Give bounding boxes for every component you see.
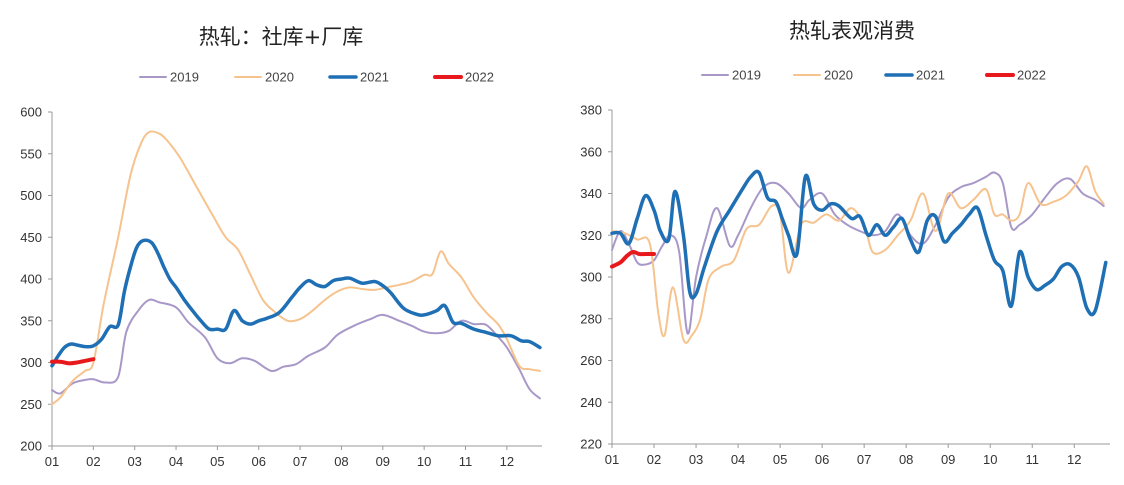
x-tick-label: 05 [210, 454, 224, 469]
y-tick-label: 600 [20, 105, 42, 120]
x-tick-label: 11 [459, 454, 473, 469]
y-tick-label: 280 [580, 311, 602, 326]
y-tick-label: 260 [580, 353, 602, 368]
x-tick-label: 07 [857, 452, 871, 467]
y-tick-label: 300 [20, 355, 42, 370]
y-tick-label: 360 [580, 144, 602, 159]
series-line-2019 [611, 171, 1105, 335]
x-tick-label: 04 [731, 452, 745, 467]
x-axis: 01 02 03 04 05 06 07 08 09 10 11 12 [45, 445, 542, 469]
x-tick-label: 08 [334, 454, 348, 469]
x-tick-label: 01 [605, 452, 619, 467]
y-tick-label: 220 [580, 437, 602, 452]
y-tick-label: 200 [20, 439, 42, 454]
x-tick-label: 01 [45, 454, 59, 469]
series-line-2020 [611, 165, 1105, 344]
y-tick-label: 500 [20, 188, 42, 203]
legend-label-2020: 2020 [265, 70, 294, 85]
y-tick-label: 400 [20, 272, 42, 287]
y-tick-label: 240 [580, 395, 602, 410]
chart-panel-apparent-consumption: 热轧表观消费 2019 2020 2021 2022 220 240 260 280 300 3… [562, 0, 1124, 485]
x-tick-label: 11 [1026, 452, 1040, 467]
chart-panel-steel-inventory: 热轧：社库+厂库 2019 2020 2021 2022 200 250 300 350 40… [20, 25, 542, 469]
x-tick-label: 04 [169, 454, 183, 469]
legend-label-2020: 2020 [824, 68, 853, 83]
legend-label-2022: 2022 [465, 70, 494, 85]
series-line-2022 [610, 249, 656, 269]
y-tick-label: 450 [20, 230, 42, 245]
series-line-2020 [51, 130, 541, 406]
y-axis: 220 240 260 280 300 320 340 360 380 [580, 103, 613, 452]
y-tick-label: 340 [580, 186, 602, 201]
x-tick-label: 08 [899, 452, 913, 467]
x-tick-label: 03 [127, 454, 141, 469]
y-tick-label: 320 [580, 228, 602, 243]
legend-label-2019: 2019 [170, 70, 199, 85]
legend-label-2021: 2021 [360, 70, 389, 85]
x-tick-label: 12 [500, 454, 514, 469]
x-tick-label: 02 [86, 454, 100, 469]
legend-label-2019: 2019 [732, 68, 761, 83]
legend: 2019 2020 2021 2022 [139, 70, 494, 85]
x-axis: 01 02 03 04 05 06 07 08 09 10 11 12 [605, 443, 1110, 467]
plot-area [610, 165, 1108, 344]
chart-title: 热轧：社库+厂库 [199, 25, 364, 49]
legend-label-2022: 2022 [1017, 68, 1046, 83]
series-line-2022 [50, 357, 96, 366]
x-tick-label: 02 [647, 452, 661, 467]
x-tick-label: 12 [1067, 452, 1081, 467]
x-tick-label: 09 [941, 452, 955, 467]
y-tick-label: 300 [580, 270, 602, 285]
chart-svg: 热轧表观消费 2019 2020 2021 2022 220 240 260 280 300 3… [580, 19, 1110, 467]
legend-label-2021: 2021 [916, 68, 945, 83]
y-tick-label: 350 [20, 313, 42, 328]
series-line-2019 [51, 298, 541, 400]
y-axis: 200 250 300 350 400 450 500 550 600 [20, 105, 53, 454]
x-tick-label: 09 [376, 454, 390, 469]
x-tick-label: 10 [983, 452, 997, 467]
x-tick-label: 03 [689, 452, 703, 467]
x-tick-label: 06 [252, 454, 266, 469]
y-tick-label: 380 [580, 103, 602, 118]
x-tick-label: 05 [773, 452, 787, 467]
x-tick-label: 10 [417, 454, 431, 469]
series-line-2021 [50, 238, 542, 368]
y-tick-label: 550 [20, 146, 42, 161]
chart-title: 热轧表观消费 [789, 19, 915, 43]
legend: 2019 2020 2021 2022 [701, 68, 1046, 83]
plot-area [50, 130, 542, 406]
series-line-2021 [610, 169, 1108, 317]
chart-svg: 热轧：社库+厂库 2019 2020 2021 2022 200 250 300 350 40… [20, 25, 542, 469]
x-tick-label: 06 [815, 452, 829, 467]
y-tick-label: 250 [20, 397, 42, 412]
x-tick-label: 07 [293, 454, 307, 469]
